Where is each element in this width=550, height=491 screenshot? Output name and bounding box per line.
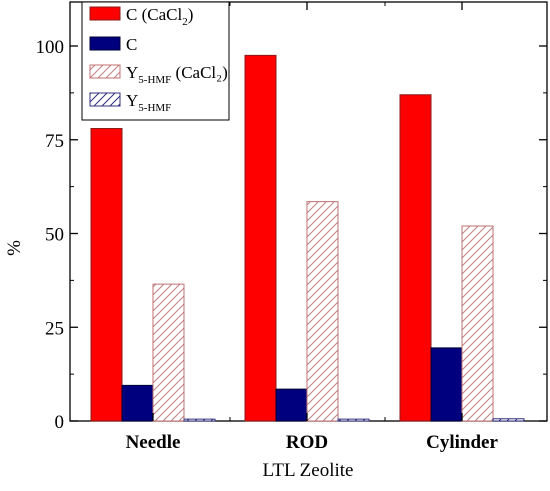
bar	[152, 283, 185, 422]
bar	[121, 384, 154, 422]
legend: C (CaCl2) C Y5-HMF (CaCl₂) Y5-HMF	[81, 1, 230, 121]
legend-swatch	[89, 64, 121, 79]
y-tick-label: 100	[36, 37, 65, 58]
x-axis-title: LTL Zeolite	[263, 460, 354, 481]
bar	[492, 418, 525, 422]
bar	[461, 225, 494, 422]
y-tick-label: 0	[55, 412, 65, 433]
legend-label: Y5-HMF (CaCl₂)	[126, 63, 228, 86]
bar	[275, 388, 308, 422]
bars-group: Needle ROD Cylinder	[90, 2, 525, 453]
bar	[244, 54, 277, 422]
bar	[337, 418, 370, 422]
y-axis-title: %	[4, 240, 25, 256]
legend-label: C	[126, 35, 137, 54]
bar	[399, 94, 432, 422]
legend-label: Y5-HMF	[126, 91, 171, 114]
x-tick-label: Cylinder	[426, 432, 498, 453]
legend-label: C (CaCl2)	[126, 5, 193, 28]
legend-swatch	[89, 6, 121, 21]
y-tick-label: 75	[45, 131, 64, 152]
y-axis: 0 25 50 75 100	[36, 37, 547, 433]
bar	[306, 201, 339, 422]
bar	[90, 128, 123, 422]
x-tick-label: Needle	[126, 432, 181, 453]
legend-swatch	[89, 36, 121, 51]
x-tick-label: ROD	[286, 432, 328, 453]
legend-swatch	[89, 92, 121, 107]
bar	[183, 418, 216, 422]
y-tick-label: 25	[45, 318, 64, 339]
bar	[430, 347, 463, 422]
y-tick-label: 50	[45, 225, 64, 246]
